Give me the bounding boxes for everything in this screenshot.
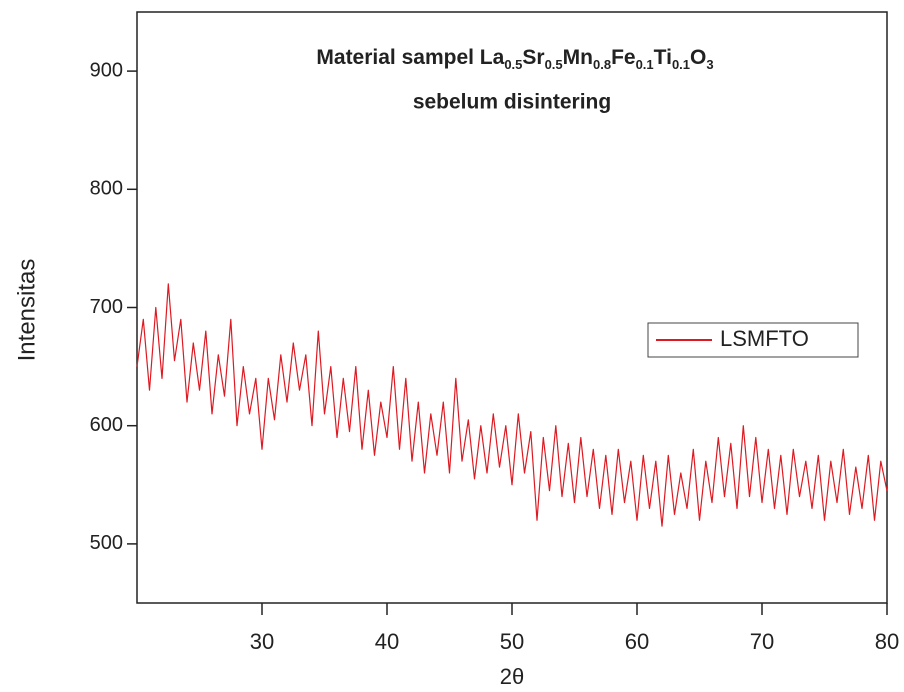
- title-part: Fe: [611, 46, 636, 69]
- y-tick-label: 900: [90, 59, 123, 81]
- title-part: Ti: [654, 46, 672, 69]
- title-part: 0.8: [593, 57, 611, 72]
- y-tick-label: 600: [90, 414, 123, 436]
- y-tick-label: 500: [90, 532, 123, 554]
- title-part: O: [690, 46, 706, 69]
- y-tick-label: 800: [90, 178, 123, 200]
- x-tick-label: 50: [500, 629, 524, 654]
- title-part: 3: [706, 57, 713, 72]
- x-tick-label: 80: [875, 629, 899, 654]
- y-tick-label: 700: [90, 296, 123, 318]
- x-tick-label: 30: [250, 629, 274, 654]
- title-part: 0.5: [545, 57, 563, 72]
- chart-title: Material sampel La0.5Sr0.5Mn0.8Fe0.1Ti0.…: [316, 46, 713, 72]
- title-part: 0.5: [504, 57, 522, 72]
- x-axis-label: 2θ: [500, 664, 524, 689]
- title-part: Sr: [522, 46, 544, 69]
- x-tick-label: 60: [625, 629, 649, 654]
- y-axis-label: Intensitas: [13, 259, 40, 362]
- chart-subtitle: sebelum disintering: [413, 91, 611, 114]
- title-part: Material sampel La: [316, 46, 504, 69]
- title-part: 0.1: [672, 57, 690, 72]
- data-line: [136, 283, 888, 527]
- title-part: Mn: [563, 46, 593, 69]
- title-part: 0.1: [636, 57, 654, 72]
- x-tick-label: 70: [750, 629, 774, 654]
- x-tick-label: 40: [375, 629, 399, 654]
- legend-label: LSMFTO: [720, 326, 809, 351]
